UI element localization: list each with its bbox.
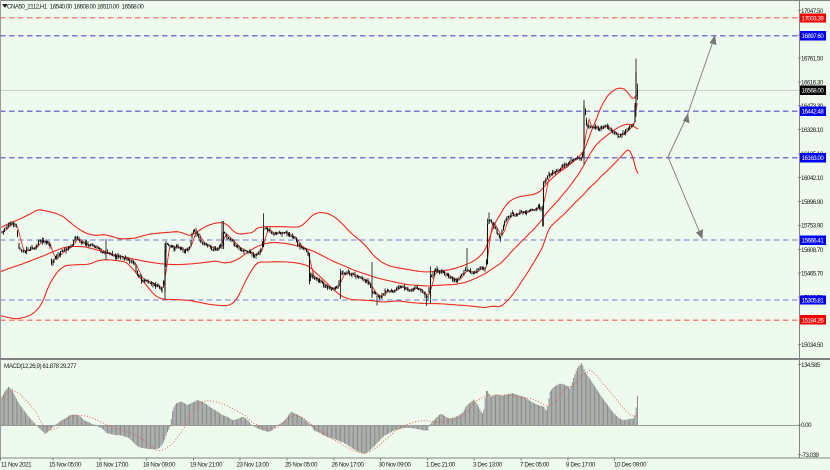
svg-text:15608.70: 15608.70 xyxy=(801,247,824,254)
svg-text:17003.39: 17003.39 xyxy=(802,15,825,22)
svg-text:15465.70: 15465.70 xyxy=(801,271,824,278)
svg-text:16568.00: 16568.00 xyxy=(122,4,145,11)
svg-text:11 Nov 2021: 11 Nov 2021 xyxy=(1,461,32,468)
svg-text:18 Nov 09:00: 18 Nov 09:00 xyxy=(143,461,176,468)
svg-text:15896.90: 15896.90 xyxy=(801,199,824,206)
svg-text:25 Nov 05:00: 25 Nov 05:00 xyxy=(285,461,318,468)
svg-text:16042.10: 16042.10 xyxy=(801,175,824,182)
svg-text:19 Nov 21:00: 19 Nov 21:00 xyxy=(190,461,223,468)
svg-text:134.585: 134.585 xyxy=(801,362,821,369)
svg-text:CNA50_2112,H1: CNA50_2112,H1 xyxy=(7,4,48,11)
svg-text:8 Dec 17:00: 8 Dec 17:00 xyxy=(566,461,596,468)
svg-text:15753.90: 15753.90 xyxy=(801,223,824,230)
svg-text:15305.81: 15305.81 xyxy=(802,297,825,304)
svg-text:23 Nov 13:00: 23 Nov 13:00 xyxy=(237,461,270,468)
svg-text:16897.60: 16897.60 xyxy=(802,33,825,40)
svg-text:MACD(12,26,9) 61.878 29.277: MACD(12,26,9) 61.878 29.277 xyxy=(4,363,77,370)
svg-text:15184.26: 15184.26 xyxy=(802,317,825,324)
svg-text:16761.50: 16761.50 xyxy=(801,56,824,63)
svg-text:0.00: 0.00 xyxy=(801,422,812,429)
svg-text:15034.50: 15034.50 xyxy=(801,342,824,349)
svg-text:15 Nov 05:00: 15 Nov 05:00 xyxy=(49,461,82,468)
svg-text:16608.00: 16608.00 xyxy=(74,4,97,11)
svg-text:10 Dec 09:00: 10 Dec 09:00 xyxy=(614,461,647,468)
svg-text:30 Nov 09:00: 30 Nov 09:00 xyxy=(379,461,412,468)
svg-text:16616.30: 16616.30 xyxy=(801,79,824,86)
svg-text:3 Dec 13:00: 3 Dec 13:00 xyxy=(473,461,503,468)
svg-text:16442.48: 16442.48 xyxy=(802,109,825,116)
svg-text:17047.50: 17047.50 xyxy=(801,8,824,15)
svg-text:15666.41: 15666.41 xyxy=(802,238,825,245)
svg-text:16328.10: 16328.10 xyxy=(801,127,824,134)
svg-text:16473.30: 16473.30 xyxy=(801,103,824,110)
svg-text:26 Nov 17:00: 26 Nov 17:00 xyxy=(332,461,365,468)
svg-text:-73.039: -73.039 xyxy=(801,452,820,459)
svg-text:1 Dec 21:00: 1 Dec 21:00 xyxy=(426,461,456,468)
svg-text:16 Nov 17:00: 16 Nov 17:00 xyxy=(96,461,129,468)
svg-text:16540.00: 16540.00 xyxy=(50,4,73,11)
svg-text:16510.00: 16510.00 xyxy=(97,4,120,11)
svg-text:16568.00: 16568.00 xyxy=(802,88,825,95)
svg-text:7 Dec 05:00: 7 Dec 05:00 xyxy=(520,461,550,468)
svg-text:16163.00: 16163.00 xyxy=(802,155,825,162)
